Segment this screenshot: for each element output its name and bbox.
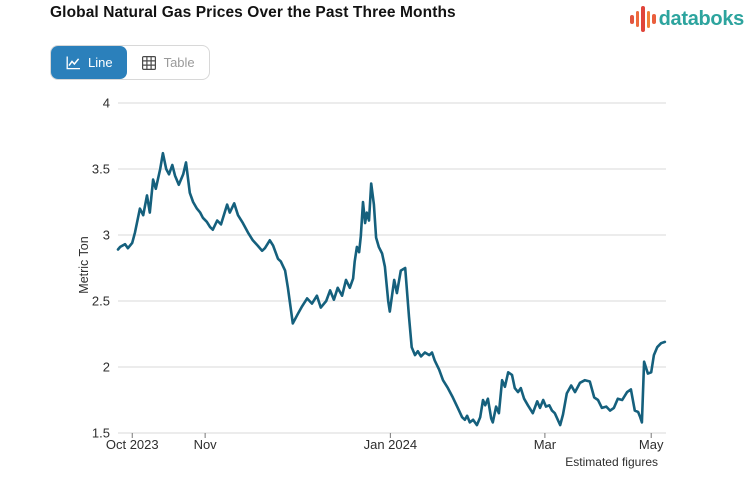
pulse-bar [646, 10, 651, 28]
x-tick-label: Nov [194, 437, 218, 452]
pulse-bar [630, 14, 634, 24]
line-button-label: Line [88, 55, 113, 70]
pulse-bars-icon [630, 5, 656, 33]
x-tick-label: May [639, 437, 664, 452]
x-tick-label: Oct 2023 [106, 437, 159, 452]
pulse-bar [652, 14, 656, 24]
price-line-series [116, 151, 667, 427]
y-tick-label: 2 [103, 360, 110, 375]
x-tick-label: Jan 2024 [364, 437, 418, 452]
table-grid-icon [141, 55, 157, 71]
pulse-bar [635, 11, 640, 27]
chart-area: 4 3.5 3 2.5 2 1.5 Oct 2023 Nov Jan 2024 Mar May Me… [0, 90, 753, 490]
y-tick-label: 3.5 [92, 162, 110, 177]
view-toggle-group: Line Table [50, 45, 210, 80]
grid-layer [118, 102, 666, 438]
line-view-button[interactable]: Line [51, 46, 127, 79]
y-tick-label: 4 [103, 96, 110, 111]
table-view-button[interactable]: Table [127, 46, 209, 79]
brand-name: databoks [658, 7, 745, 30]
y-tick-label: 3 [103, 228, 110, 243]
estimated-figures-note: Estimated figures [565, 455, 658, 469]
series-layer [116, 151, 667, 427]
y-axis-title: Metric Ton [77, 236, 91, 293]
line-chart-icon [65, 55, 81, 71]
databoks-logo[interactable]: databoks [630, 5, 744, 33]
y-tick-label: 1.5 [92, 426, 110, 441]
table-button-label: Table [163, 55, 195, 70]
x-tick-label: Mar [534, 437, 557, 452]
pulse-bar [641, 6, 645, 32]
page-title: Global Natural Gas Prices Over the Past … [50, 4, 456, 21]
y-tick-label: 2.5 [92, 294, 110, 309]
